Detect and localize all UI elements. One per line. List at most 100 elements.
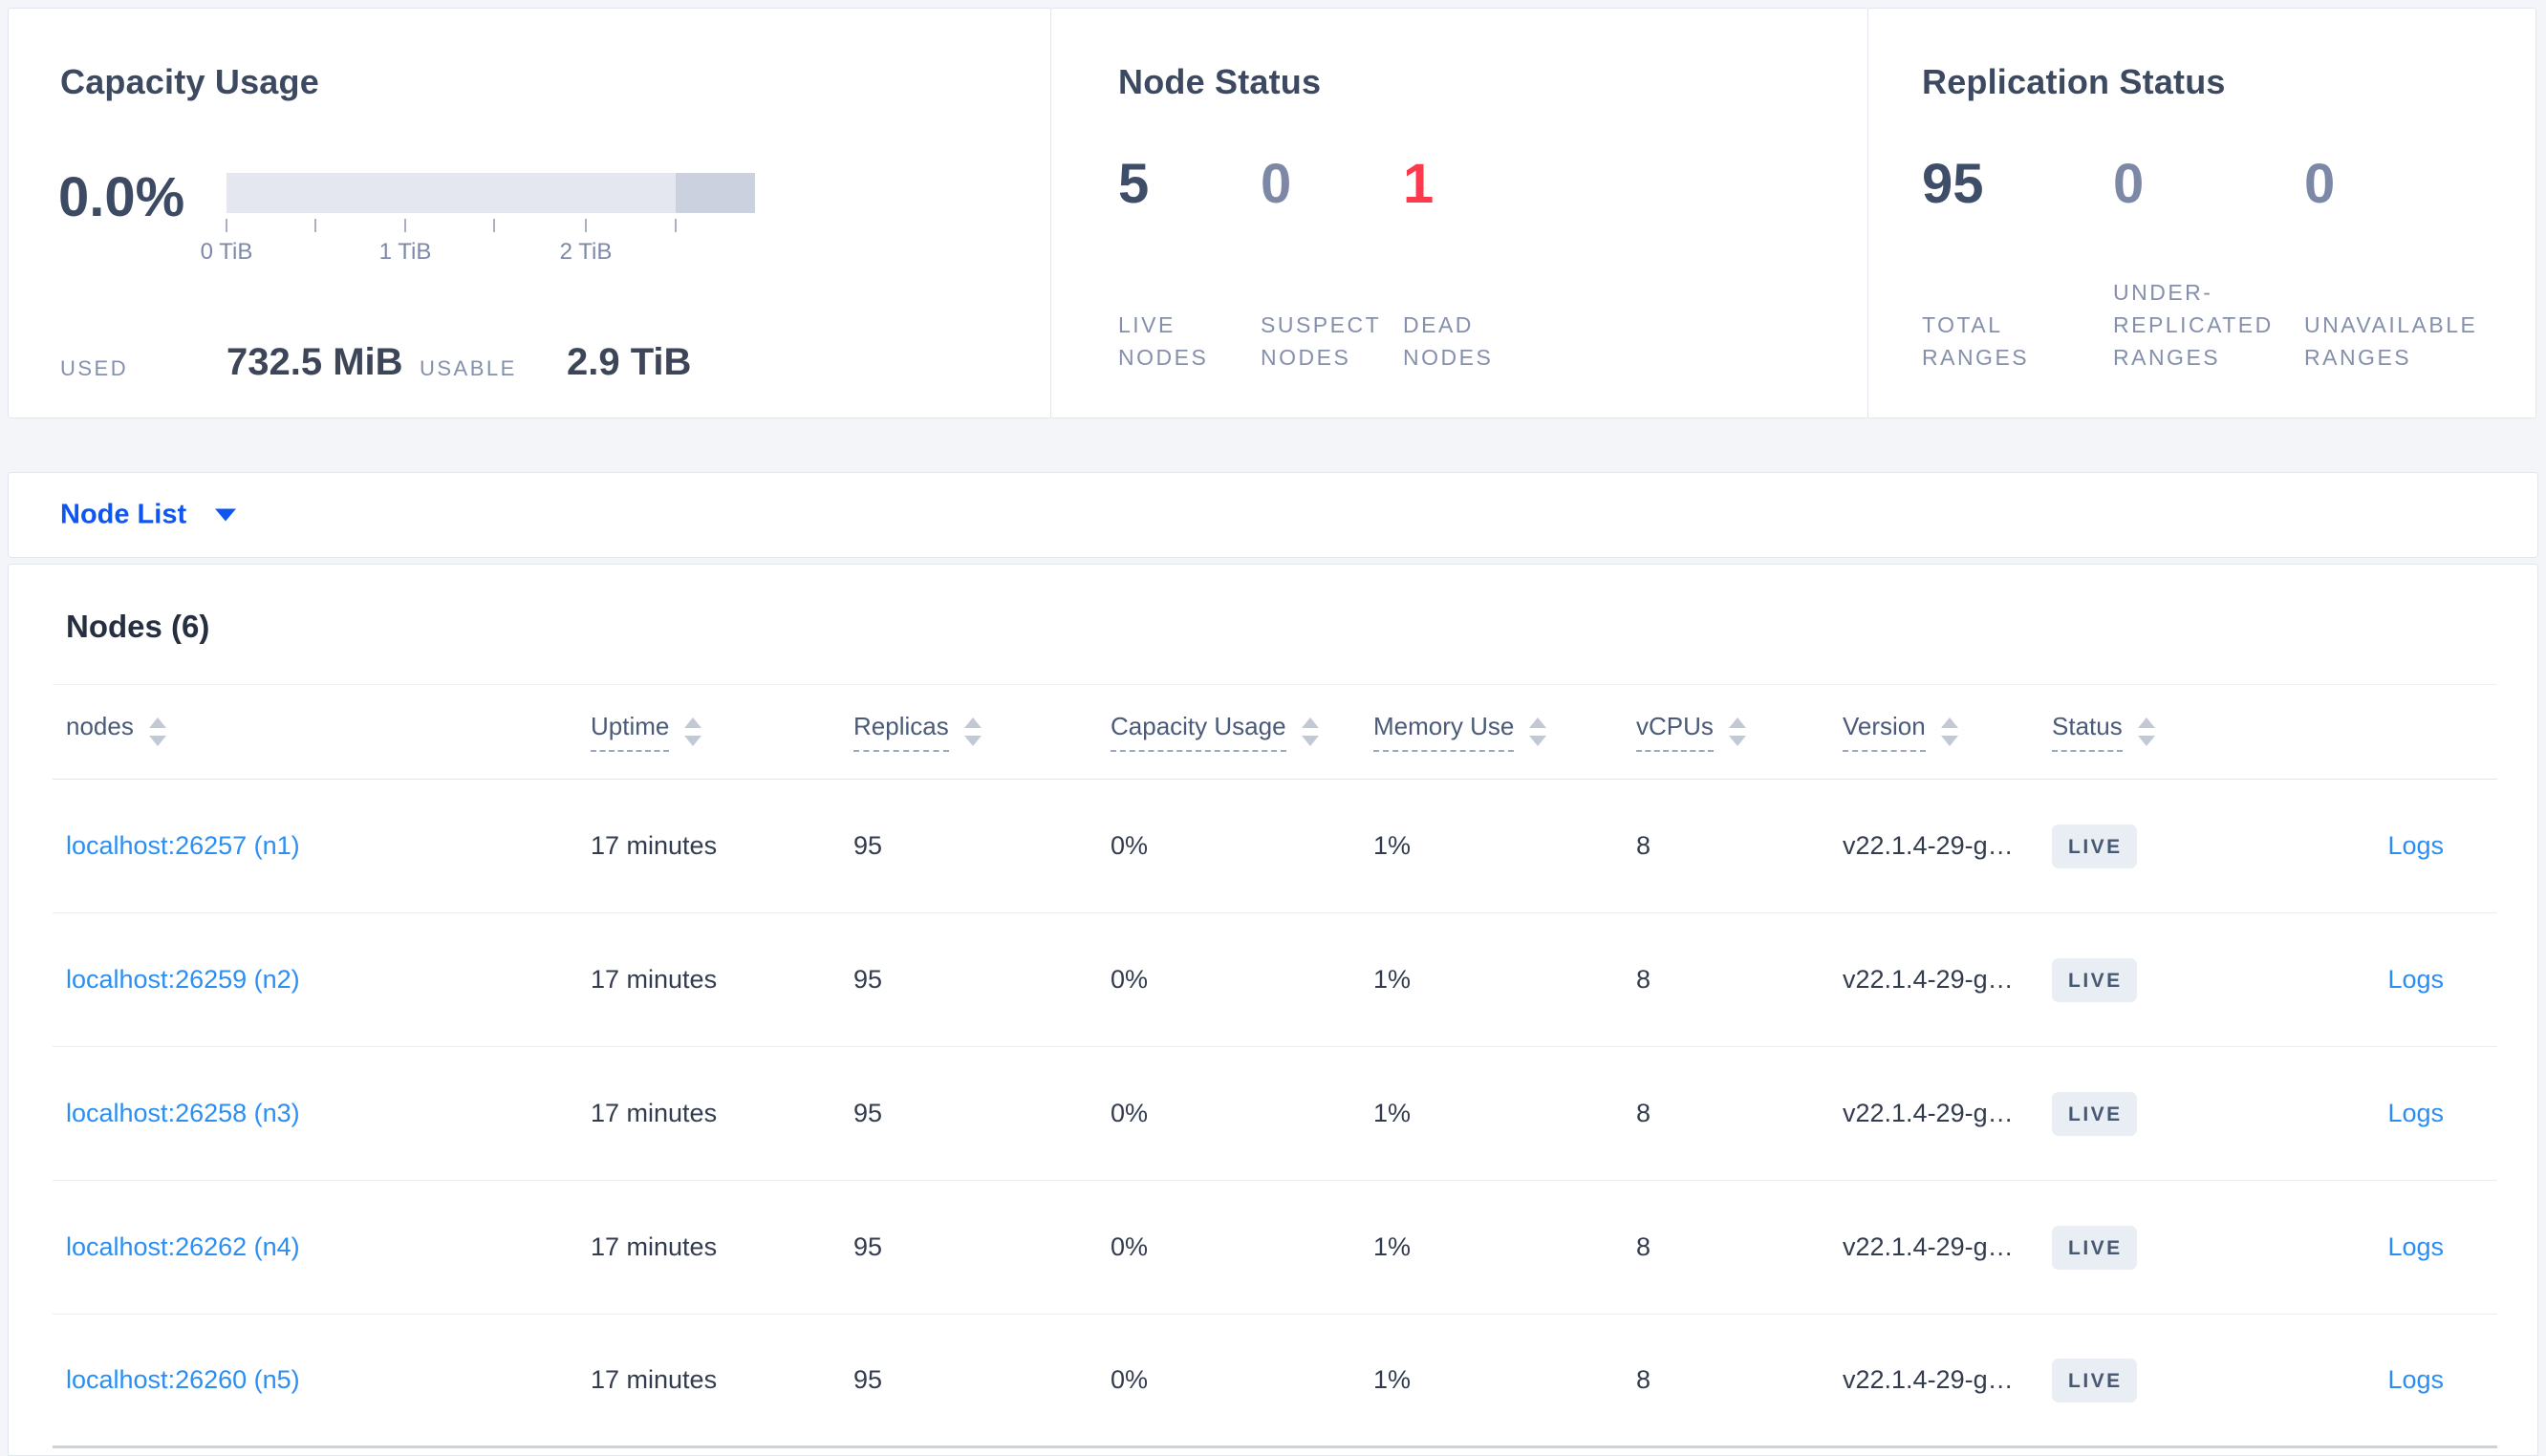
cell: Logs bbox=[2281, 965, 2497, 995]
table-row: localhost:26259 (n2) 17 minutes 95 0% 1% 8 v22… bbox=[53, 913, 2497, 1047]
axis-tick-label: 2 TiB bbox=[559, 239, 613, 265]
cell-vcpus: 8 bbox=[1636, 1232, 1651, 1261]
table-row: localhost:26257 (n1) 17 minutes 95 0% 1% 8 v22… bbox=[53, 780, 2497, 913]
table-header-row: nodes Uptime Replicas Capacity Usage Memory … bbox=[53, 684, 2497, 780]
stat-label: DEAD NODES bbox=[1403, 312, 1494, 370]
cell: localhost:26258 (n3) bbox=[53, 1099, 591, 1128]
column-header-label: Version bbox=[1843, 712, 1926, 752]
axis-tick bbox=[585, 219, 587, 232]
axis-tick bbox=[314, 219, 316, 232]
cell-uptime: 17 minutes bbox=[591, 1099, 718, 1127]
column-header-capacity-usage[interactable]: Capacity Usage bbox=[1111, 712, 1373, 752]
cell-capacity-usage: 0% bbox=[1111, 965, 1149, 994]
capacity-axis-ticks bbox=[226, 219, 755, 233]
cell: Logs bbox=[2281, 831, 2497, 861]
column-header-memory-use[interactable]: Memory Use bbox=[1373, 712, 1636, 752]
column-header-label: Status bbox=[2052, 712, 2123, 752]
logs-link[interactable]: Logs bbox=[2387, 1365, 2444, 1394]
cell: Logs bbox=[2281, 1365, 2497, 1395]
capacity-usage-card: Capacity Usage 0.0% 0 TiB 1 TiB 2 TiB USED… bbox=[8, 8, 1051, 418]
table-row: localhost:26258 (n3) 17 minutes 95 0% 1% 8 v22… bbox=[53, 1047, 2497, 1181]
column-header-nodes[interactable]: nodes bbox=[53, 712, 591, 752]
status-badge: LIVE bbox=[2052, 1225, 2137, 1270]
cell: LIVE bbox=[2052, 957, 2281, 1002]
status-badge: LIVE bbox=[2052, 957, 2137, 1002]
column-header-status[interactable]: Status bbox=[2052, 712, 2281, 752]
sort-icon bbox=[1529, 717, 1547, 746]
node-status-values: 5 0 1 bbox=[1118, 154, 1545, 215]
cell-memory-use: 1% bbox=[1373, 1099, 1412, 1127]
node-status-card: Node Status 5 0 1 LIVE NODES SUSPECT NODES D… bbox=[1050, 8, 1868, 418]
cell-replicas: 95 bbox=[853, 1365, 883, 1394]
column-header-label: nodes bbox=[66, 712, 134, 740]
cell-uptime: 17 minutes bbox=[591, 1365, 718, 1394]
capacity-usage-title: Capacity Usage bbox=[60, 62, 319, 101]
cell-capacity-usage: 0% bbox=[1111, 1099, 1149, 1127]
replication-status-card: Replication Status 95 0 0 TOTAL RANGES UNDE… bbox=[1867, 8, 2536, 418]
column-header-version[interactable]: Version bbox=[1843, 712, 2052, 752]
cell-version: v22.1.4-29-g… bbox=[1843, 831, 2014, 860]
stat-label: UNAVAILABLE RANGES bbox=[2304, 312, 2478, 370]
cell: LIVE bbox=[2052, 824, 2281, 868]
stat-value: 0 bbox=[2113, 153, 2145, 215]
cell: localhost:26262 (n4) bbox=[53, 1232, 591, 1262]
table-body: localhost:26257 (n1) 17 minutes 95 0% 1% 8 v22… bbox=[53, 780, 2497, 1448]
cell-version: v22.1.4-29-g… bbox=[1843, 1099, 2014, 1127]
axis-tick bbox=[493, 219, 495, 232]
cell-memory-use: 1% bbox=[1373, 1232, 1412, 1261]
nodes-table: nodes Uptime Replicas Capacity Usage Memory … bbox=[53, 684, 2497, 1448]
column-header-label: Replicas bbox=[853, 712, 949, 752]
sort-icon bbox=[684, 717, 702, 746]
cell: LIVE bbox=[2052, 1091, 2281, 1136]
cell: Logs bbox=[2281, 1232, 2497, 1262]
node-list-dropdown[interactable]: Node List bbox=[60, 499, 237, 531]
axis-tick-label: 1 TiB bbox=[378, 239, 432, 265]
cell-uptime: 17 minutes bbox=[591, 965, 718, 994]
stat-value: 0 bbox=[1261, 153, 1292, 215]
view-selector-bar: Node List bbox=[8, 472, 2538, 558]
stat-value: 5 bbox=[1118, 153, 1150, 215]
cell-version: v22.1.4-29-g… bbox=[1843, 1365, 2014, 1394]
stat-label: UNDER- REPLICATED RANGES bbox=[2113, 280, 2274, 370]
sort-icon bbox=[963, 717, 982, 746]
cell-replicas: 95 bbox=[853, 1232, 883, 1261]
table-row: localhost:26262 (n4) 17 minutes 95 0% 1% 8 v22… bbox=[53, 1181, 2497, 1315]
node-link[interactable]: localhost:26257 (n1) bbox=[66, 831, 300, 860]
cell-replicas: 95 bbox=[853, 965, 883, 994]
cell-memory-use: 1% bbox=[1373, 965, 1412, 994]
node-link[interactable]: localhost:26262 (n4) bbox=[66, 1232, 300, 1261]
node-link[interactable]: localhost:26258 (n3) bbox=[66, 1099, 300, 1127]
node-list-dropdown-label: Node List bbox=[60, 499, 187, 530]
table-row: localhost:26260 (n5) 17 minutes 95 0% 1% 8 v22… bbox=[53, 1315, 2497, 1448]
status-badge: LIVE bbox=[2052, 1091, 2137, 1136]
usable-value: 2.9 TiB bbox=[567, 341, 692, 383]
cell-vcpus: 8 bbox=[1636, 1099, 1651, 1127]
usable-label: USABLE bbox=[420, 356, 517, 380]
cell-vcpus: 8 bbox=[1636, 831, 1651, 860]
sort-icon bbox=[1301, 717, 1319, 746]
node-status-labels: LIVE NODES SUSPECT NODES DEAD NODES bbox=[1118, 278, 1545, 374]
cell-version: v22.1.4-29-g… bbox=[1843, 1232, 2014, 1261]
cell-replicas: 95 bbox=[853, 831, 883, 860]
capacity-bar-nonusable-segment bbox=[676, 173, 755, 213]
cell-capacity-usage: 0% bbox=[1111, 831, 1149, 860]
column-header-replicas[interactable]: Replicas bbox=[853, 712, 1111, 752]
node-link[interactable]: localhost:26260 (n5) bbox=[66, 1365, 300, 1394]
column-header-uptime[interactable]: Uptime bbox=[591, 712, 853, 752]
logs-link[interactable]: Logs bbox=[2387, 1099, 2444, 1127]
node-link[interactable]: localhost:26259 (n2) bbox=[66, 965, 300, 994]
nodes-heading: Nodes (6) bbox=[66, 609, 210, 644]
cell-vcpus: 8 bbox=[1636, 965, 1651, 994]
logs-link[interactable]: Logs bbox=[2387, 831, 2444, 860]
cell-capacity-usage: 0% bbox=[1111, 1232, 1149, 1261]
column-header-vcpus[interactable]: vCPUs bbox=[1636, 712, 1843, 752]
logs-link[interactable]: Logs bbox=[2387, 1232, 2444, 1261]
status-badge: LIVE bbox=[2052, 1358, 2137, 1402]
stat-value: 1 bbox=[1403, 153, 1435, 215]
stat-label: SUSPECT NODES bbox=[1261, 312, 1382, 370]
capacity-percent-value: 0.0% bbox=[58, 166, 185, 228]
column-header-label: Capacity Usage bbox=[1111, 712, 1286, 752]
cell-uptime: 17 minutes bbox=[591, 831, 718, 860]
logs-link[interactable]: Logs bbox=[2387, 965, 2444, 994]
